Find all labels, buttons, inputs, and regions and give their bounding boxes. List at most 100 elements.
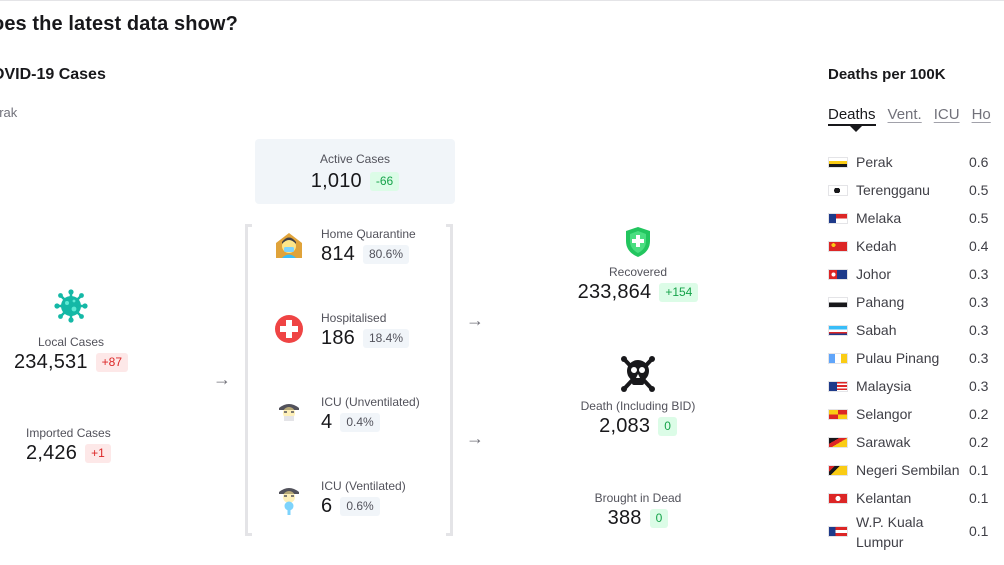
state-name: Johor bbox=[856, 266, 892, 282]
selangor-flag-icon bbox=[828, 409, 848, 420]
melaka-flag-icon bbox=[828, 213, 848, 224]
recovered-value: 233,864 bbox=[577, 281, 652, 303]
state-name: Pulau Pinang bbox=[856, 350, 940, 366]
active-cases-delta-badge: -66 bbox=[369, 172, 400, 191]
state-name: Sabah bbox=[856, 322, 897, 338]
state-value: 0.5 bbox=[969, 210, 989, 226]
hospitalised-label: Hospitalised bbox=[321, 311, 387, 325]
ranking-row-pulau-pinang: Pulau Pinang 0.3 bbox=[828, 344, 1004, 372]
state-name: Terengganu bbox=[856, 182, 930, 198]
state-value: 0.3 bbox=[969, 378, 989, 394]
ranking-row-selangor: Selangor 0.2 bbox=[828, 400, 1004, 428]
state-value: 0.3 bbox=[969, 350, 989, 366]
kedah-flag-icon bbox=[828, 241, 848, 252]
section-title: OVID-19 Cases bbox=[0, 66, 106, 83]
arrow-right-icon: → bbox=[466, 310, 484, 330]
icu-ventilated-icon bbox=[279, 488, 299, 515]
kuala-lumpur-flag-icon bbox=[828, 526, 848, 537]
state-value: 0.5 bbox=[969, 182, 989, 198]
state-name: Malaysia bbox=[856, 378, 912, 394]
tab-icu[interactable]: ICU bbox=[933, 106, 960, 123]
state-value: 0.1 bbox=[969, 462, 989, 478]
icu-unventilated-icon bbox=[279, 404, 299, 421]
icu-unventilated-pct: 0.4% bbox=[340, 413, 380, 432]
ranking-row-johor: Johor 0.3 bbox=[828, 260, 1004, 288]
brought-in-dead-delta-badge: 0 bbox=[649, 509, 669, 528]
tab-deaths[interactable]: Deaths bbox=[828, 106, 876, 132]
icu-unventilated-label: ICU (Unventilated) bbox=[321, 395, 420, 409]
icu-ventilated-value: 6 bbox=[321, 495, 333, 517]
ranking-row-negeri-sembilan: Negeri Sembilan 0.1 bbox=[828, 456, 1004, 484]
state-name: Kelantan bbox=[856, 490, 912, 506]
home-quarantine-value: 814 bbox=[321, 243, 355, 265]
deaths-delta-badge: 0 bbox=[658, 417, 677, 436]
home-quarantine-pct: 80.6% bbox=[362, 245, 410, 264]
deaths-label: Death (Including BID) bbox=[580, 399, 696, 413]
state-name: Pahang bbox=[856, 294, 905, 310]
state-name: Negeri Sembilan bbox=[856, 462, 960, 478]
state-name: W.P. Kuala Lumpur bbox=[856, 514, 924, 550]
ranking-tabs: Deaths Vent. ICU Ho bbox=[828, 106, 991, 132]
local-cases-card: Local Cases 234,531 +87 bbox=[10, 289, 132, 374]
state-name: Perak bbox=[856, 154, 893, 170]
brought-in-dead-label: Brought in Dead bbox=[594, 491, 682, 505]
ranking-row-sarawak: Sarawak 0.2 bbox=[828, 428, 1004, 456]
care-bracket-right bbox=[446, 224, 453, 536]
tab-hospitalised[interactable]: Ho bbox=[971, 106, 991, 123]
recovered-card: Recovered 233,864 +154 bbox=[558, 225, 718, 304]
brought-in-dead-value: 388 bbox=[607, 507, 642, 529]
johor-flag-icon bbox=[828, 269, 848, 280]
ranking-row-perak: Perak 0.6 bbox=[828, 148, 1004, 176]
brought-in-dead-card: Brought in Dead 388 0 bbox=[558, 491, 718, 530]
imported-cases-card: Imported Cases 2,426 +1 bbox=[26, 426, 111, 465]
shield-plus-icon bbox=[626, 227, 650, 257]
local-cases-delta-badge: +87 bbox=[95, 353, 129, 372]
state-name: Melaka bbox=[856, 210, 902, 226]
kelantan-flag-icon bbox=[828, 493, 848, 504]
ranking-row-malaysia: Malaysia 0.3 bbox=[828, 372, 1004, 400]
terengganu-flag-icon bbox=[828, 185, 848, 196]
ranking-list: Perak 0.6 Terengganu 0.5 Melaka 0.5 Keda… bbox=[828, 148, 1004, 552]
deaths-card: Death (Including BID) 2,083 0 bbox=[558, 355, 718, 438]
skull-crossbones-icon bbox=[621, 356, 655, 392]
ranking-row-wp-kuala-lumpur: W.P. Kuala Lumpur 0.1 bbox=[828, 512, 1004, 552]
sarawak-flag-icon bbox=[828, 437, 848, 448]
state-value: 0.3 bbox=[969, 266, 989, 282]
state-value: 0.1 bbox=[969, 523, 989, 539]
pulau-pinang-flag-icon bbox=[828, 353, 848, 364]
sabah-flag-icon bbox=[828, 325, 848, 336]
local-cases-label: Local Cases bbox=[37, 335, 105, 349]
perak-flag-icon bbox=[828, 157, 848, 168]
pahang-flag-icon bbox=[828, 297, 848, 308]
ranking-row-terengganu: Terengganu 0.5 bbox=[828, 176, 1004, 204]
state-value: 0.2 bbox=[969, 434, 989, 450]
active-cases-card: Active Cases 1,010 -66 bbox=[255, 139, 455, 204]
icu-unventilated-value: 4 bbox=[321, 411, 333, 433]
negeri-sembilan-flag-icon bbox=[828, 465, 848, 476]
hospitalised-value: 186 bbox=[321, 327, 355, 349]
state-value: 0.2 bbox=[969, 406, 989, 422]
tab-ventilated[interactable]: Vent. bbox=[887, 106, 922, 123]
ranking-title: Deaths per 100K bbox=[828, 66, 946, 83]
state-name: Selangor bbox=[856, 406, 913, 422]
active-cases-label: Active Cases bbox=[319, 152, 391, 166]
state-value: 0.3 bbox=[969, 322, 989, 338]
top-divider bbox=[0, 0, 1004, 1]
recovered-label: Recovered bbox=[608, 265, 668, 279]
arrow-right-icon: → bbox=[213, 369, 231, 389]
malaysia-flag-icon bbox=[828, 381, 848, 392]
imported-cases-delta-badge: +1 bbox=[85, 444, 111, 463]
icu-ventilated-label: ICU (Ventilated) bbox=[321, 479, 406, 493]
recovered-delta-badge: +154 bbox=[659, 283, 699, 302]
home-quarantine-label: Home Quarantine bbox=[321, 227, 416, 241]
state-value: 0.3 bbox=[969, 294, 989, 310]
hospital-cross-icon bbox=[275, 315, 303, 343]
state-name: Kedah bbox=[856, 238, 897, 254]
arrow-right-icon: → bbox=[466, 428, 484, 448]
ranking-row-kelantan: Kelantan 0.1 bbox=[828, 484, 1004, 512]
imported-cases-label: Imported Cases bbox=[26, 426, 111, 440]
ranking-row-kedah: Kedah 0.4 bbox=[828, 232, 1004, 260]
deaths-value: 2,083 bbox=[599, 415, 651, 437]
ranking-row-pahang: Pahang 0.3 bbox=[828, 288, 1004, 316]
state-value: 0.6 bbox=[969, 154, 989, 170]
